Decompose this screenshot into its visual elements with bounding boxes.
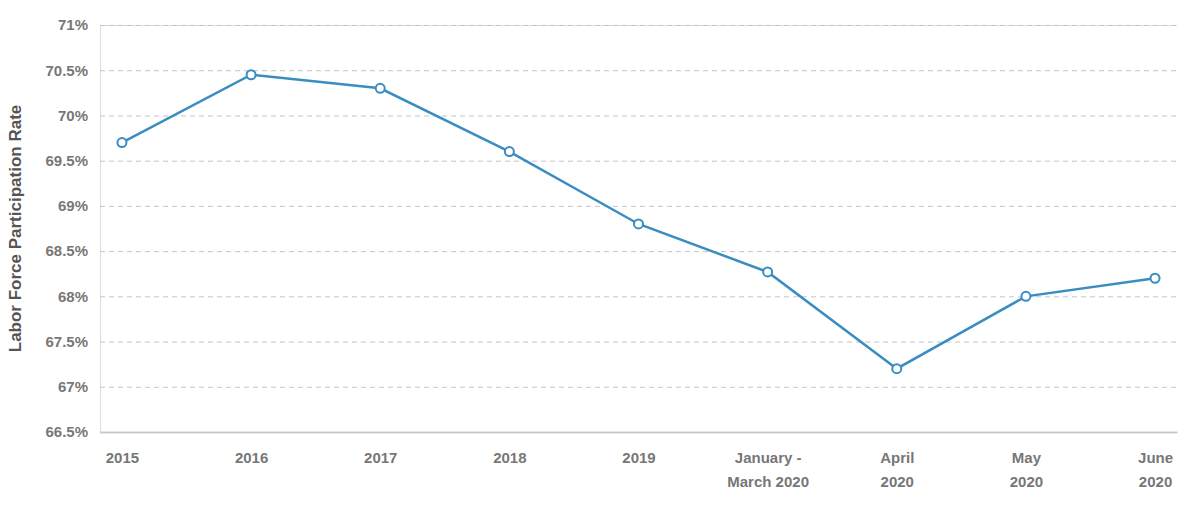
x-tick-label: 2018 [493, 449, 526, 466]
x-tick-label: 2019 [622, 449, 655, 466]
x-tick-label: 2016 [235, 449, 268, 466]
x-tick: 2015 [106, 432, 139, 466]
y-axis-title: Labor Force Participation Rate [6, 105, 25, 353]
point [892, 364, 901, 373]
y-tick: 67.5% [45, 333, 1177, 350]
point [1021, 292, 1030, 301]
x-tick-label: June 2020 [1138, 449, 1173, 490]
x-tick-label: 2017 [364, 449, 397, 466]
y-tick: 70% [58, 107, 1177, 124]
y-tick: 70.5% [45, 62, 1177, 79]
x-tick-label-line: 2020 [881, 473, 914, 490]
x-tick-label-line: May [1012, 449, 1042, 466]
x-tick-label-line: 2020 [1010, 473, 1043, 490]
grid-line [100, 206, 1177, 207]
x-tick-label-line: 2015 [106, 449, 139, 466]
y-tick-label: 70% [58, 107, 88, 124]
x-tick-label-line: 2017 [364, 449, 397, 466]
x-tick-label-line: June [1138, 449, 1173, 466]
x-tick-label-line: 2019 [622, 449, 655, 466]
chart-container: 66.5% 67% 67.5% 68% 68.5% 69% 69.5% 70% 70.5% 71%… [0, 0, 1200, 507]
grid-line [100, 342, 1177, 343]
y-tick: 66.5% [45, 423, 1177, 440]
y-tick-label: 68% [58, 288, 88, 305]
x-tick: June 2020 [1138, 432, 1173, 490]
x-tick-label-line: April [880, 449, 914, 466]
chart-svg: 66.5% 67% 67.5% 68% 68.5% 69% 69.5% 70% 70.5% 71%… [0, 0, 1200, 507]
grid-line [100, 115, 1177, 116]
grid-line [100, 432, 1177, 434]
y-axis-line [101, 26, 1178, 433]
point [247, 70, 256, 79]
x-axis-line [101, 432, 1178, 434]
y-tick-label: 71% [58, 16, 88, 33]
grid-line [100, 251, 1177, 252]
point [763, 267, 772, 276]
plot: 66.5% 67% 67.5% 68% 68.5% 69% 69.5% 70% 70.5% 71%… [45, 16, 1177, 490]
x-tick-label-line: 2018 [493, 449, 526, 466]
y-tick: 71% [58, 16, 1177, 33]
y-tick: 67% [58, 378, 1177, 395]
x-tick-label: 2015 [106, 449, 139, 466]
y-tick-label: 69% [58, 197, 88, 214]
x-axis: 2015 2016 2017 2018 2019 January - March 2020 A… [101, 432, 1178, 490]
grid-line [100, 70, 1177, 71]
point [1151, 274, 1160, 283]
y-tick: 69.5% [45, 152, 1177, 169]
x-tick-label-line: January - [735, 449, 802, 466]
y-tick-label: 66.5% [45, 423, 88, 440]
data-marks [117, 70, 1159, 373]
y-tick-label: 68.5% [45, 242, 88, 259]
point [505, 147, 514, 156]
y-tick: 68.5% [45, 242, 1177, 259]
x-tick-label-line: March 2020 [727, 473, 809, 490]
y-tick: 68% [58, 288, 1177, 305]
x-tick: January - March 2020 [727, 432, 809, 490]
x-tick-label-line: 2020 [1139, 473, 1172, 490]
x-tick: 2016 [235, 432, 268, 466]
y-tick-label: 70.5% [45, 62, 88, 79]
y-tick-label: 69.5% [45, 152, 88, 169]
x-tick: April 2020 [880, 432, 914, 490]
x-tick-label: January - March 2020 [727, 449, 809, 490]
x-tick-label: April 2020 [880, 449, 914, 490]
x-tick: 2018 [493, 432, 526, 466]
y-tick-label: 67% [58, 378, 88, 395]
x-tick: 2019 [622, 432, 655, 466]
point [117, 138, 126, 147]
x-tick: May 2020 [1010, 432, 1043, 490]
grid-line [100, 387, 1177, 388]
y-tick-label: 67.5% [45, 333, 88, 350]
grid-line [100, 25, 1177, 26]
line [122, 75, 1155, 369]
grid-line [100, 296, 1177, 297]
x-tick-label-line: 2016 [235, 449, 268, 466]
x-tick-label: May 2020 [1010, 449, 1043, 490]
grid-line [100, 161, 1177, 162]
y-axis: 66.5% 67% 67.5% 68% 68.5% 69% 69.5% 70% 70.5% 71% [45, 16, 1177, 440]
point [634, 219, 643, 228]
point [376, 84, 385, 93]
x-tick: 2017 [364, 432, 397, 466]
